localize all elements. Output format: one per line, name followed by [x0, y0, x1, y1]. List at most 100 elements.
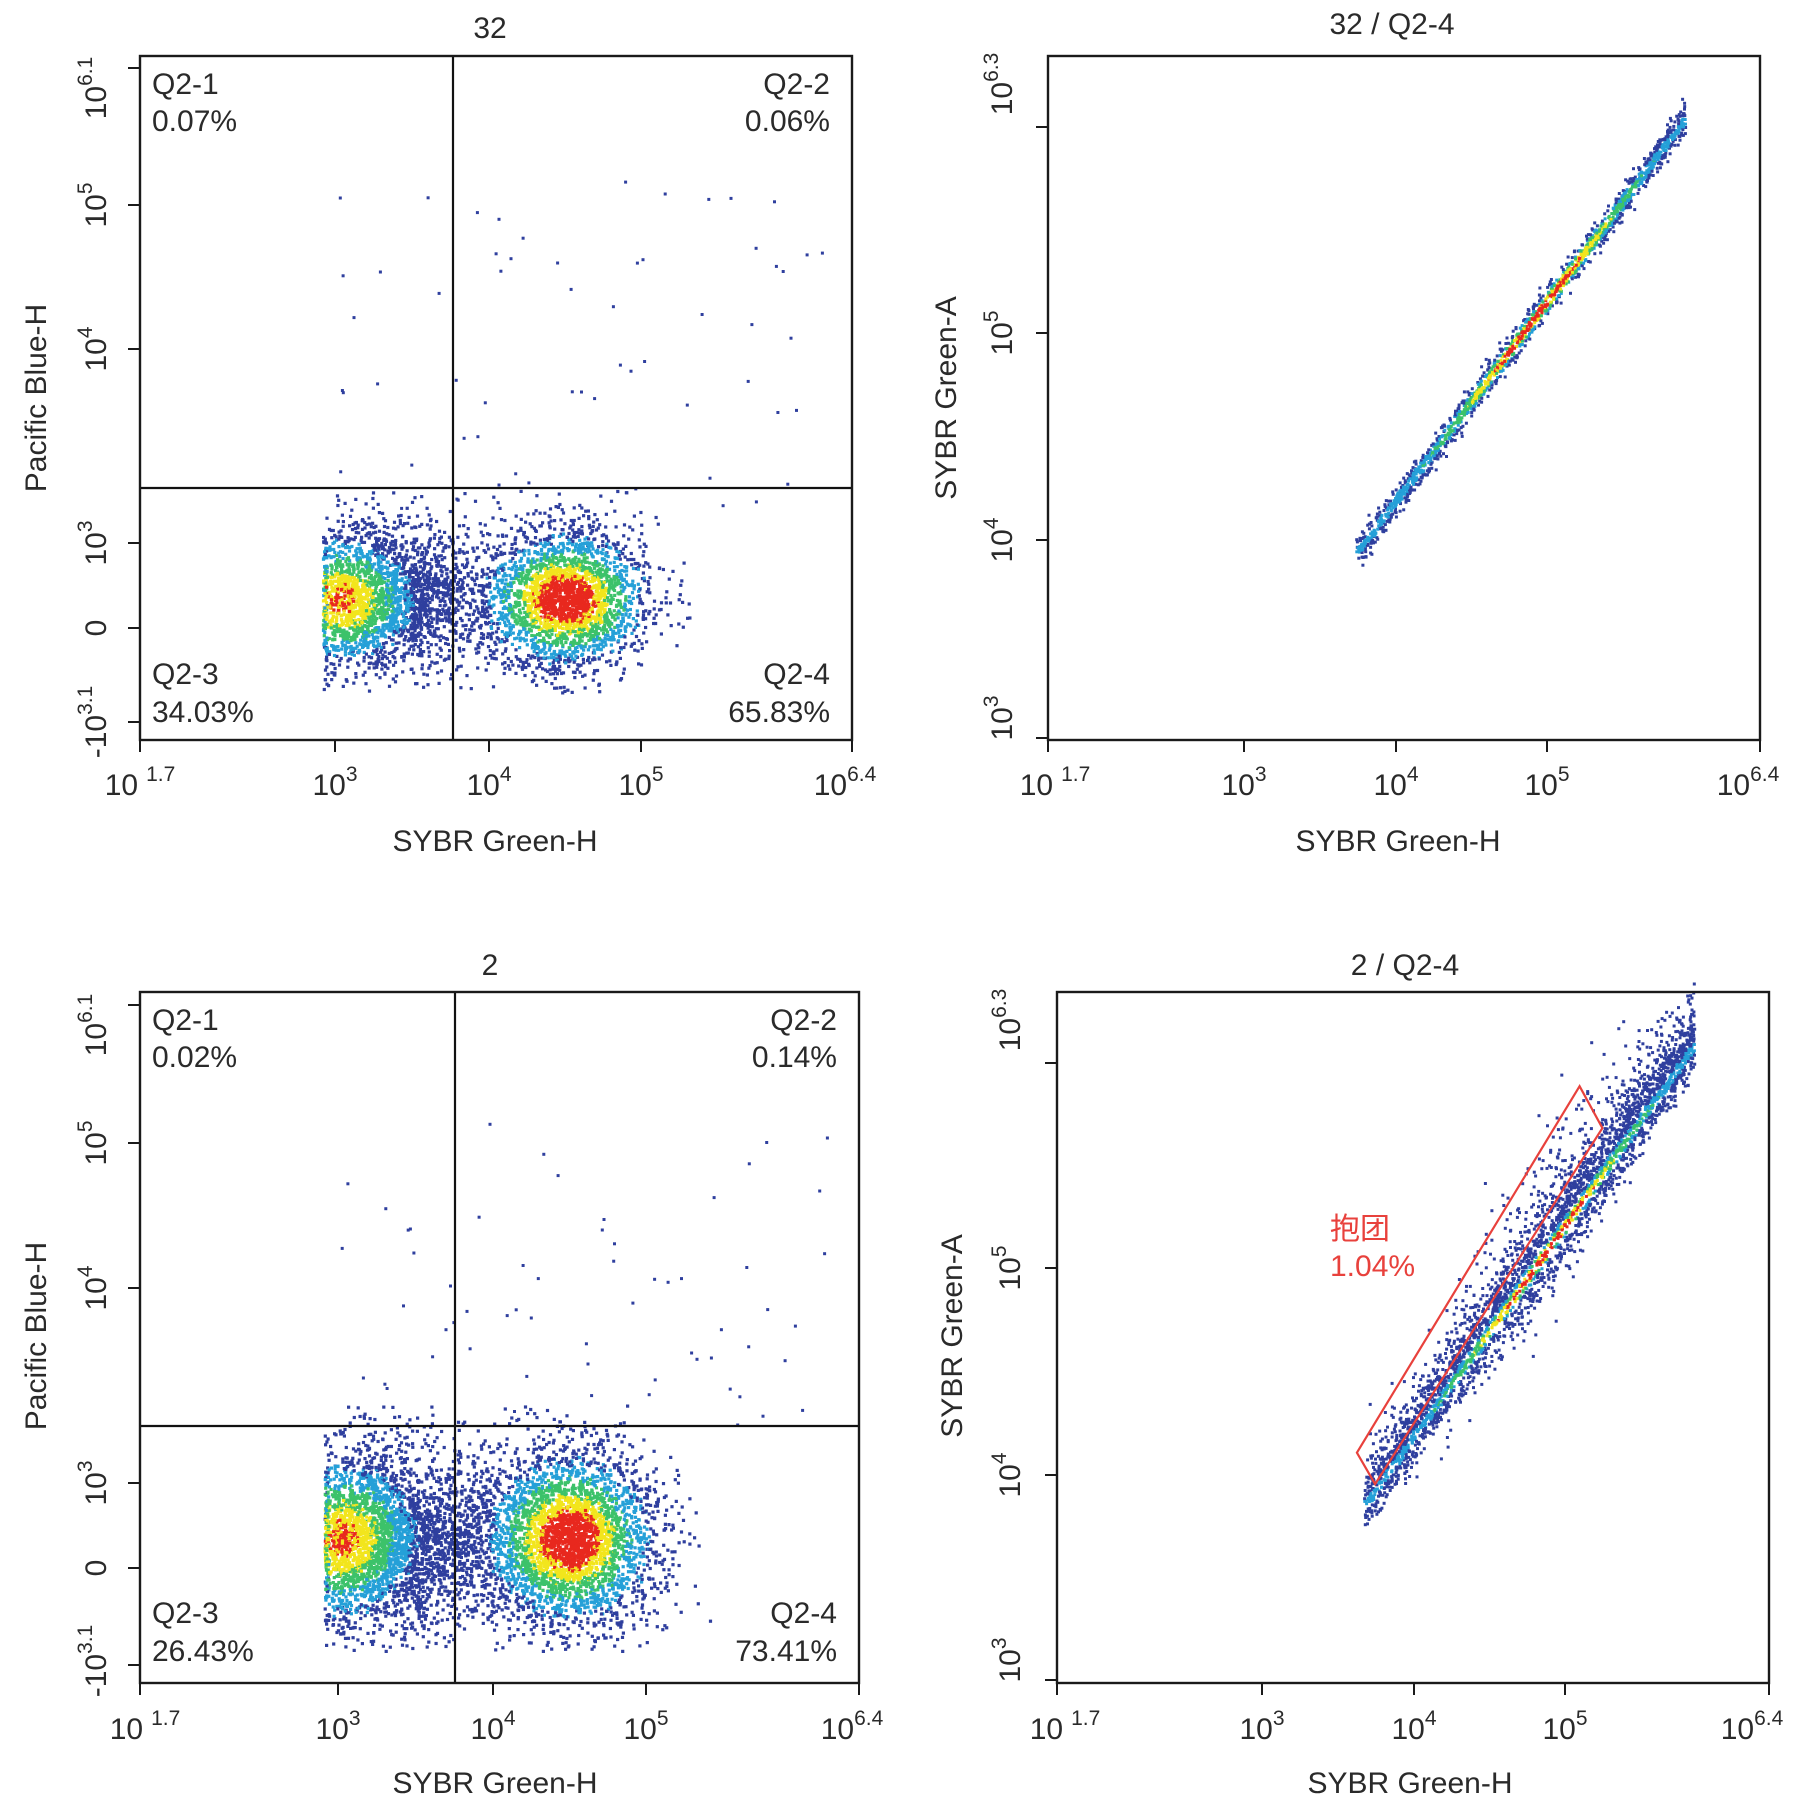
- event-dot: [615, 623, 619, 628]
- event-dot: [546, 641, 550, 645]
- event-dot: [566, 611, 570, 616]
- event-dot: [346, 536, 350, 540]
- event-dot: [538, 618, 542, 622]
- event-dot: [332, 615, 336, 619]
- event-dot: [565, 592, 569, 596]
- event-dot: [553, 676, 557, 681]
- event-dot: [600, 628, 604, 632]
- event-dot: [366, 645, 370, 650]
- event-dot: [568, 565, 572, 569]
- event-dot: [494, 570, 498, 574]
- event-dot: [414, 682, 418, 686]
- event-dot: [386, 607, 391, 611]
- event-dot: [369, 552, 373, 556]
- event-dot: [480, 590, 484, 594]
- event-dot: [349, 615, 353, 619]
- event-dot: [371, 496, 375, 501]
- event-dot: [596, 585, 600, 590]
- event-dot: [642, 550, 646, 554]
- event-dot: [510, 615, 514, 619]
- event-dot: [648, 591, 652, 595]
- event-dot: [595, 518, 599, 522]
- event-dot: [447, 535, 451, 539]
- event-dot: [531, 638, 535, 642]
- event-dot: [393, 579, 397, 583]
- event-dot: [603, 640, 607, 644]
- event-dot: [409, 626, 413, 630]
- event-dot: [606, 623, 611, 627]
- event-dot: [347, 549, 352, 553]
- event-dot: [404, 541, 408, 545]
- event-dot: [548, 662, 552, 666]
- event-dot: [423, 564, 427, 568]
- event-dot: [618, 656, 622, 660]
- event-dot: [591, 547, 595, 551]
- event-dot: [412, 556, 416, 560]
- event-dot: [359, 638, 363, 642]
- event-dot: [362, 640, 366, 644]
- event-dot: [516, 574, 521, 578]
- event-dot: [458, 649, 462, 653]
- event-dot: [454, 631, 458, 635]
- event-dot: [365, 643, 369, 647]
- event-dot: [558, 668, 562, 672]
- event-dot: [354, 675, 358, 679]
- event-dot: [383, 565, 387, 569]
- event-dot: [531, 622, 535, 626]
- event-dot: [427, 654, 431, 658]
- event-dot: [485, 572, 489, 576]
- event-dot: [338, 555, 342, 559]
- event-dot: [552, 652, 556, 656]
- event-dot: [592, 616, 596, 620]
- event-dot: [447, 583, 451, 587]
- event-dot: [553, 614, 557, 618]
- event-dot: [555, 586, 559, 590]
- event-dot: [472, 549, 476, 553]
- event-dot: [413, 629, 417, 633]
- event-dot: [366, 625, 370, 629]
- event-dot: [348, 572, 352, 576]
- event-dot: [407, 638, 412, 642]
- event-dot: [623, 565, 627, 569]
- event-dot: [483, 611, 487, 615]
- event-dot: [421, 608, 425, 612]
- event-dot: [428, 624, 432, 628]
- event-dot: [555, 686, 559, 690]
- event-dot: [548, 537, 552, 541]
- event-dot: [552, 570, 556, 574]
- event-dot: [414, 626, 418, 630]
- event-dot: [585, 556, 589, 560]
- event-dot: [540, 627, 544, 631]
- event-dot: [344, 647, 349, 651]
- event-dot: [549, 568, 553, 572]
- event-dot: [430, 565, 434, 569]
- event-dot: [535, 613, 539, 617]
- event-dot: [548, 562, 552, 566]
- event-dot: [330, 567, 334, 571]
- event-dot: [521, 606, 525, 611]
- event-dot: [623, 627, 627, 631]
- event-dot: [546, 585, 550, 589]
- event-dot: [585, 595, 589, 599]
- event-dot: [420, 640, 424, 645]
- event-dot: [550, 580, 554, 584]
- event-dot: [633, 625, 637, 629]
- event-dot: [583, 552, 587, 556]
- event-dot: [513, 538, 517, 542]
- event-dot: [645, 640, 649, 644]
- event-dot: [398, 628, 403, 632]
- event-dot: [542, 656, 546, 660]
- event-dot: [422, 672, 426, 676]
- event-dot: [355, 551, 359, 555]
- event-dot: [445, 609, 449, 613]
- event-dot: [610, 622, 614, 626]
- event-dot: [457, 646, 461, 650]
- event-dot: [330, 536, 334, 540]
- event-dot: [391, 620, 395, 624]
- event-dot: [533, 674, 537, 678]
- event-dot: [337, 498, 341, 502]
- event-dot: [501, 574, 505, 578]
- event-dot: [328, 545, 332, 549]
- event-dot: [551, 553, 555, 557]
- event-dot: [428, 631, 433, 635]
